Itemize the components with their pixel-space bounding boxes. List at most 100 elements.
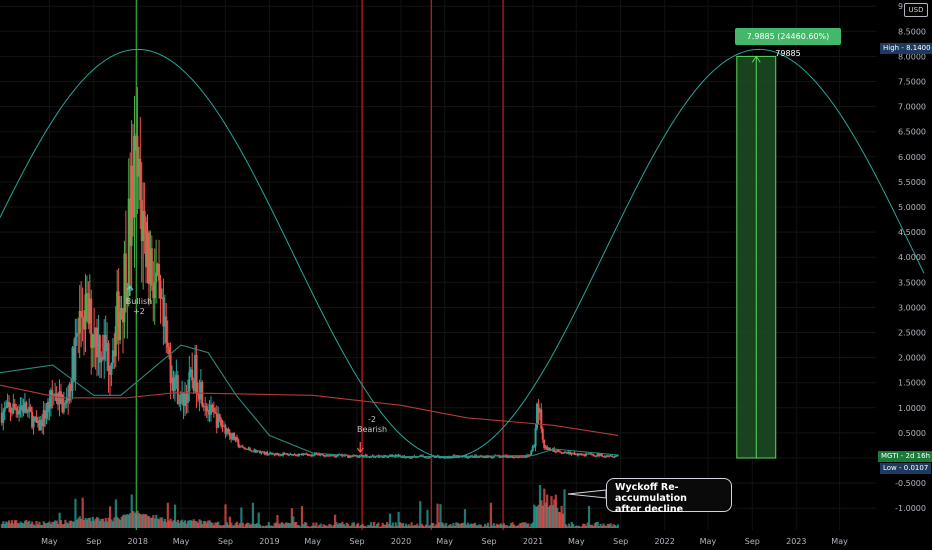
candle-body [46, 401, 49, 413]
volume-bar [22, 523, 25, 528]
volume-bar [137, 513, 141, 528]
x-tick-label: May [436, 537, 453, 546]
volume-bar [336, 524, 340, 528]
volume-bar [374, 525, 377, 528]
volume-bar [94, 518, 97, 528]
candle-body [81, 316, 84, 318]
candle-body [13, 403, 16, 408]
volume-bar [143, 514, 146, 528]
volume-bar [531, 522, 534, 528]
volume-bar [196, 522, 200, 528]
volume-bar [460, 523, 464, 528]
candle-body [84, 294, 87, 330]
candle-body [548, 448, 551, 450]
candle-body [335, 456, 338, 458]
candle-body [194, 354, 197, 391]
volume-bar [319, 523, 322, 528]
volume-bar [535, 506, 539, 528]
callout-pointer [567, 489, 607, 499]
x-tick-label: 2021 [523, 537, 543, 546]
volume-bar [287, 523, 291, 528]
volume-bar [612, 524, 615, 528]
candle-body [442, 456, 445, 458]
candle-body [559, 451, 562, 453]
candle-body [595, 455, 598, 457]
candle-body [543, 439, 546, 448]
candle-body [309, 455, 312, 457]
candle-body [199, 382, 202, 400]
candle-body [606, 455, 609, 457]
candle-body [533, 445, 536, 447]
candle-body [602, 456, 605, 458]
volume-bar [195, 521, 198, 528]
candle-body [325, 455, 328, 457]
y-tick-label: 7.0000 [898, 103, 926, 112]
y-tick-label: 2.0000 [898, 354, 926, 363]
candle-body [155, 272, 158, 283]
candle-body [599, 454, 602, 457]
volume-bar [419, 501, 422, 528]
candle-body [3, 408, 6, 412]
candle-body [585, 453, 588, 456]
volume-bar [357, 522, 360, 528]
candle-body [101, 356, 104, 360]
volume-bar [518, 523, 521, 528]
candle-body [299, 453, 302, 455]
candle-body [306, 453, 309, 455]
candle-body [186, 391, 189, 403]
volume-bar [596, 521, 599, 528]
candle-body [538, 409, 541, 413]
candle-body [354, 454, 357, 456]
candle-body [557, 450, 560, 452]
candle-body [592, 453, 595, 456]
candle-body [132, 165, 135, 218]
volume-bar [36, 524, 40, 528]
volume-bar [592, 526, 595, 528]
volume-bar [554, 494, 557, 528]
candle-body [171, 377, 174, 384]
last-price-tag: MGTI - 2d 16h [878, 451, 932, 462]
volume-bar [322, 524, 325, 528]
volume-bar [547, 506, 550, 528]
candle-body [227, 428, 230, 433]
volume-bar [476, 525, 480, 528]
candle-body [297, 454, 300, 456]
currency-badge[interactable]: USD [904, 3, 928, 17]
candle-body [302, 453, 305, 456]
candle-body [9, 406, 12, 413]
volume-bar [90, 521, 93, 528]
moving-average-red [0, 384, 619, 436]
volume-bar [75, 519, 79, 528]
volume-bar [409, 525, 412, 528]
volume-bar [251, 502, 255, 528]
volume-bar [368, 525, 371, 528]
candle-body [546, 446, 549, 450]
candle-body [253, 449, 256, 452]
candle-body [328, 455, 331, 457]
sine-cycle-wave [0, 48, 925, 459]
volume-bar [347, 523, 350, 528]
candle-body [574, 453, 577, 455]
candle-body [347, 454, 350, 458]
candle-body [88, 298, 91, 324]
candle-body [368, 456, 371, 458]
volume-bar [83, 520, 86, 528]
volume-bar [241, 522, 244, 528]
volume-bar [540, 500, 543, 528]
candle-body [580, 454, 583, 456]
candle-body [492, 455, 495, 458]
y-tick-label: 3.0000 [898, 303, 926, 312]
candle-body [251, 451, 254, 453]
candle-body [230, 436, 233, 440]
volume-bar [250, 523, 253, 528]
candle-body [279, 454, 282, 456]
wyckoff-callout[interactable]: Wyckoff Re-accumulation after decline [606, 478, 732, 515]
volume-bar [147, 516, 151, 528]
volume-bar [473, 522, 477, 528]
volume-bar [587, 505, 591, 528]
volume-bar [384, 524, 387, 528]
volume-bar [267, 522, 270, 528]
candle-body [142, 211, 145, 242]
candle-body [201, 382, 204, 407]
